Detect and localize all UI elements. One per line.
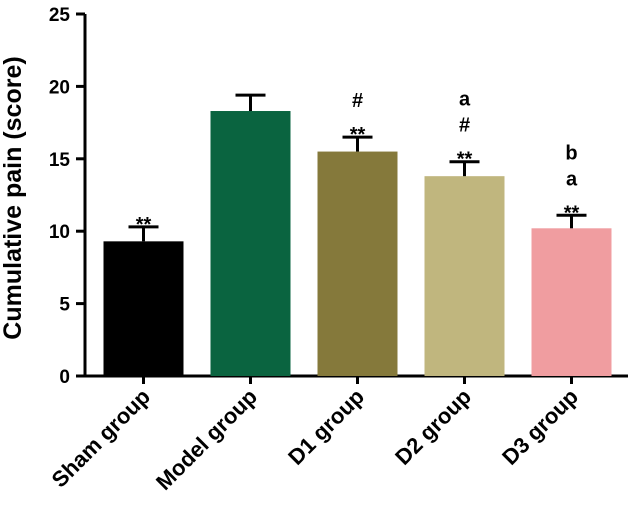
x-tick-label: Model group — [151, 384, 262, 495]
y-tick-label: 20 — [49, 77, 70, 98]
bar — [210, 111, 291, 377]
significance-label: # — [352, 90, 363, 112]
y-tick-label: 15 — [49, 150, 71, 171]
bar — [424, 176, 505, 376]
x-tick-label: D1 group — [283, 384, 369, 470]
significance-label: b — [565, 142, 577, 164]
significance-label: ** — [136, 214, 152, 236]
x-tick-label: D3 group — [497, 384, 583, 470]
significance-label: a — [566, 168, 578, 190]
y-tick-label: 0 — [59, 367, 70, 388]
significance-label: ** — [564, 202, 580, 224]
y-tick-label: 10 — [49, 222, 70, 243]
bar — [317, 151, 398, 376]
x-tick-label: D2 group — [390, 384, 476, 470]
chart-bars — [103, 93, 612, 377]
y-tick-label: 25 — [49, 5, 71, 26]
y-axis-title: Cumulative pain (score) — [0, 56, 27, 339]
y-tick-label: 5 — [59, 295, 70, 316]
significance-label: # — [459, 115, 470, 137]
x-tick-label: Sham group — [47, 384, 155, 492]
significance-label: a — [459, 89, 471, 111]
bar — [103, 241, 184, 376]
bar — [531, 228, 612, 376]
significance-label: ** — [457, 149, 473, 171]
significance-label: ** — [350, 124, 366, 146]
